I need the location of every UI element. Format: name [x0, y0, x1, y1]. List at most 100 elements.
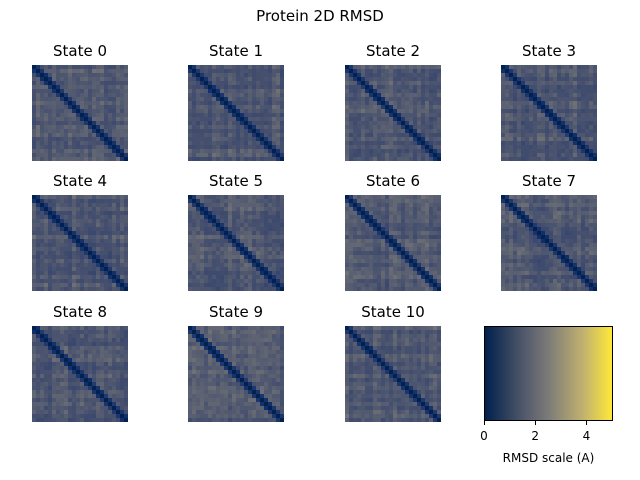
heatmap-cell	[513, 243, 518, 248]
heatmap-cell	[429, 239, 434, 244]
heatmap-cell	[517, 81, 522, 86]
heatmap-cell	[80, 113, 85, 118]
heatmap-cell	[204, 195, 209, 200]
heatmap-cell	[272, 121, 277, 126]
heatmap-cell	[256, 85, 261, 90]
heatmap-cell	[248, 247, 253, 252]
heatmap-cell	[48, 117, 53, 122]
heatmap-cell	[52, 259, 57, 264]
heatmap-cell	[124, 354, 128, 359]
heatmap-cell	[529, 259, 534, 264]
heatmap-cell	[393, 283, 398, 288]
heatmap-cell	[80, 255, 85, 260]
heatmap-cell	[204, 133, 209, 138]
heatmap-cell	[212, 235, 217, 240]
heatmap-cell	[220, 97, 225, 102]
heatmap-cell	[256, 271, 261, 276]
heatmap-cell	[188, 259, 193, 264]
heatmap-matrix	[501, 65, 597, 161]
heatmap-cell	[64, 121, 69, 126]
heatmap-cell	[124, 219, 128, 224]
heatmap-cell	[276, 235, 281, 240]
heatmap-cell	[68, 275, 73, 280]
heatmap-cell	[276, 203, 281, 208]
heatmap-cell	[369, 117, 374, 122]
heatmap-cell	[236, 97, 241, 102]
heatmap-cell	[260, 145, 265, 150]
panel-title: State 7	[521, 172, 577, 190]
heatmap-cell	[381, 113, 386, 118]
heatmap-cell	[264, 223, 269, 228]
heatmap-cell	[196, 109, 201, 114]
heatmap-cell	[240, 149, 245, 154]
heatmap-cell	[280, 287, 284, 291]
heatmap-cell	[357, 287, 362, 291]
heatmap-cell	[353, 81, 358, 86]
heatmap-cell	[280, 125, 284, 130]
heatmap-cell	[413, 121, 418, 126]
heatmap-cell	[365, 133, 370, 138]
heatmap-cell	[120, 97, 125, 102]
heatmap-cell	[377, 223, 382, 228]
heatmap-cell	[72, 326, 77, 331]
heatmap-cell	[200, 211, 205, 216]
heatmap-cell	[569, 231, 574, 236]
heatmap-cell	[220, 227, 225, 232]
heatmap-cell	[417, 109, 422, 114]
heatmap-cell	[80, 382, 85, 387]
heatmap-cell	[501, 121, 506, 126]
heatmap-cell	[593, 235, 597, 240]
heatmap-cell	[80, 263, 85, 268]
heatmap-cell	[529, 157, 534, 161]
heatmap-cell	[232, 137, 237, 142]
heatmap-cell	[228, 275, 233, 280]
heatmap-cell	[72, 89, 77, 94]
heatmap-cell	[192, 157, 197, 161]
heatmap-cell	[56, 378, 61, 383]
heatmap-cell	[276, 267, 281, 272]
heatmap-cell	[545, 215, 550, 220]
heatmap-cell	[565, 153, 570, 158]
heatmap-cell	[417, 263, 422, 268]
heatmap-cell	[248, 109, 253, 114]
heatmap-cell	[40, 105, 45, 110]
heatmap-cell	[593, 129, 597, 134]
heatmap-cell	[32, 207, 37, 212]
heatmap-cell	[425, 283, 430, 288]
heatmap-cell	[549, 77, 554, 82]
heatmap-cell	[433, 235, 438, 240]
heatmap-cell	[501, 227, 506, 232]
heatmap-cell	[44, 255, 49, 260]
heatmap-cell	[48, 235, 53, 240]
heatmap-cell	[236, 113, 241, 118]
heatmap-cell	[417, 149, 422, 154]
heatmap-cell	[216, 77, 221, 82]
heatmap-cell	[100, 65, 105, 70]
heatmap-cell	[56, 73, 61, 78]
heatmap-cell	[76, 69, 81, 74]
heatmap-cell	[401, 283, 406, 288]
heatmap-cell	[32, 101, 37, 106]
heatmap-cell	[381, 271, 386, 276]
heatmap-cell	[345, 267, 350, 272]
heatmap-cell	[569, 251, 574, 256]
heatmap-cell	[276, 81, 281, 86]
heatmap-cell	[264, 65, 269, 70]
heatmap-cell	[124, 153, 128, 158]
heatmap-cell	[216, 65, 221, 70]
heatmap-cell	[252, 149, 257, 154]
heatmap-cell	[44, 287, 49, 291]
heatmap-cell	[529, 215, 534, 220]
heatmap-cell	[361, 243, 366, 248]
heatmap-cell	[377, 93, 382, 98]
heatmap-cell	[32, 267, 37, 272]
heatmap-cell	[533, 235, 538, 240]
heatmap-cell	[252, 283, 257, 288]
heatmap-cell	[88, 153, 93, 158]
heatmap-cell	[565, 125, 570, 130]
heatmap-cell	[561, 117, 566, 122]
heatmap-cell	[52, 251, 57, 256]
heatmap-cell	[385, 283, 390, 288]
heatmap-cell	[256, 203, 261, 208]
heatmap-cell	[393, 279, 398, 284]
